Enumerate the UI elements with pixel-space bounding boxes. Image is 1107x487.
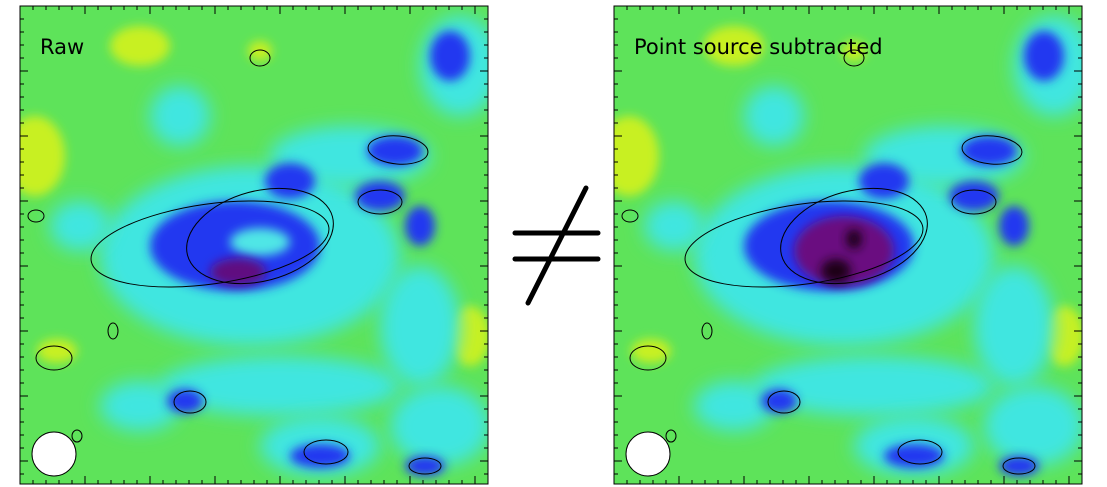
emission-mid: [644, 201, 704, 251]
emission-high: [405, 206, 435, 246]
emission-low: [5, 116, 65, 196]
emission-high: [355, 181, 405, 211]
emission-peak: [210, 258, 266, 286]
emission-core: [846, 229, 862, 249]
emission-mid: [50, 201, 110, 251]
emission-low: [248, 41, 272, 61]
emission-hole: [230, 228, 290, 256]
emission-mid: [984, 386, 1084, 466]
emission-high: [859, 163, 909, 199]
emission-mid: [150, 86, 210, 146]
emission-mid: [694, 381, 774, 431]
emission-low: [110, 26, 170, 66]
emission-high: [1024, 31, 1064, 81]
not-equal-sign: [515, 188, 598, 303]
panel-label: Point source subtracted: [634, 35, 883, 59]
emission-mid: [744, 86, 804, 146]
beam: [626, 432, 670, 476]
emission-high: [961, 136, 1017, 166]
beam: [32, 432, 76, 476]
emission-high: [999, 456, 1039, 476]
emission-high: [405, 456, 445, 476]
map-panel: Raw: [5, 6, 500, 484]
emission-mid: [974, 266, 1054, 386]
emission-low: [599, 116, 659, 196]
emission-mid: [390, 386, 490, 466]
emission-high: [430, 31, 470, 81]
emission-high: [999, 206, 1029, 246]
map-image: [5, 6, 500, 484]
emission-mid: [100, 381, 180, 431]
emission-high: [265, 163, 315, 199]
emission-high: [949, 181, 999, 211]
panel-label: Raw: [40, 35, 84, 59]
emission-low: [37, 339, 77, 363]
figure: Raw Point source subtracted: [0, 0, 1107, 487]
emission-low: [631, 339, 671, 363]
map-image: [599, 6, 1094, 484]
emission-mid: [380, 266, 460, 386]
emission-high: [367, 136, 423, 166]
emission-high: [290, 444, 350, 468]
map-panel: Point source subtracted: [599, 6, 1094, 484]
emission-high: [884, 444, 944, 468]
